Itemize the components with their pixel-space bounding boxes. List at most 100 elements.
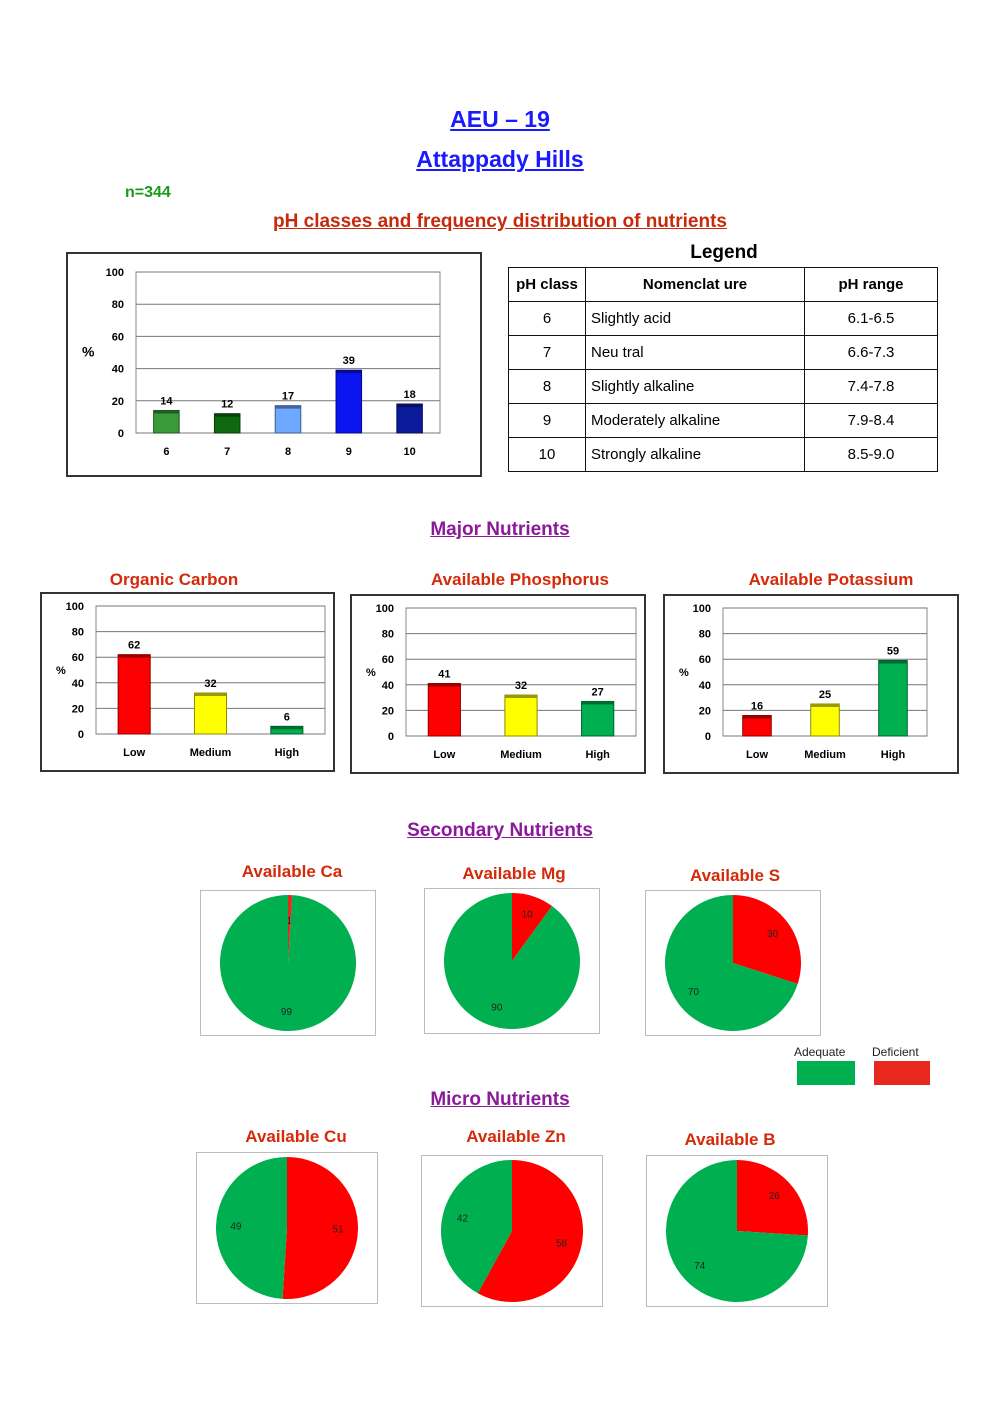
legend-ph-range: 7.9-8.4 bbox=[804, 403, 938, 438]
y-tick-label: 100 bbox=[106, 267, 124, 279]
b-pie-frame: 26 74 bbox=[646, 1155, 828, 1307]
slice-value-label: 51 bbox=[333, 1225, 345, 1236]
x-tick-label: Medium bbox=[500, 749, 542, 761]
bar bbox=[504, 694, 538, 737]
phosphorus-chart-frame: 0 20 40 60 80 100% 41 Low 32 Medium 27 High bbox=[350, 594, 646, 774]
legend-ph-class: 8 bbox=[508, 369, 586, 404]
organic-carbon-bar-chart: 0 20 40 60 80 100% 62 Low 32 Medium 6 High bbox=[56, 601, 326, 759]
chart-title-zn: Available Zn bbox=[466, 1127, 566, 1146]
data-label: 14 bbox=[160, 395, 173, 407]
y-tick-label: 40 bbox=[112, 364, 124, 376]
legend-row: 7 Neu tral 6.6-7.3 bbox=[508, 335, 938, 370]
data-label: 39 bbox=[343, 355, 355, 367]
s-pie-chart: 30 70 bbox=[665, 895, 801, 1031]
legend-ph-range: 7.4-7.8 bbox=[804, 369, 938, 404]
sample-count: n=344 bbox=[125, 184, 171, 201]
y-tick-label: 20 bbox=[112, 396, 124, 408]
slice-value-label: 58 bbox=[556, 1239, 568, 1250]
pie-slice bbox=[444, 893, 580, 1029]
slice-value-label: 49 bbox=[230, 1221, 242, 1232]
bar-top-edge bbox=[275, 405, 301, 409]
y-tick-label: 40 bbox=[382, 680, 394, 692]
legend-adequate-swatch bbox=[797, 1061, 855, 1085]
y-axis-label: % bbox=[366, 667, 376, 679]
y-tick-label: 80 bbox=[382, 629, 394, 641]
slice-value-label: 1 bbox=[287, 916, 293, 927]
y-tick-label: 0 bbox=[705, 731, 711, 743]
y-tick-label: 80 bbox=[112, 299, 124, 311]
legend-deficient-swatch bbox=[874, 1061, 930, 1085]
data-label: 16 bbox=[751, 701, 763, 713]
bar bbox=[878, 659, 908, 737]
legend-ph-class: 10 bbox=[508, 437, 586, 472]
y-axis-label: % bbox=[679, 667, 689, 679]
y-tick-label: 0 bbox=[78, 729, 84, 741]
slice-value-label: 74 bbox=[694, 1261, 706, 1272]
legend-header-ph-class: pH class bbox=[508, 267, 586, 302]
x-tick-label: High bbox=[275, 747, 300, 759]
secondary-nutrients-title: Secondary Nutrients bbox=[407, 820, 593, 841]
x-tick-label: 10 bbox=[403, 446, 415, 458]
chart-title-b: Available B bbox=[684, 1130, 776, 1149]
y-tick-label: 60 bbox=[699, 654, 711, 666]
zn-pie-chart: 58 42 bbox=[441, 1160, 583, 1302]
pie-slice bbox=[441, 1160, 512, 1294]
x-tick-label: Low bbox=[123, 747, 145, 759]
bar-top-edge bbox=[504, 695, 538, 699]
slice-value-label: 99 bbox=[281, 1007, 293, 1018]
y-tick-label: 60 bbox=[72, 652, 84, 664]
pie-slice bbox=[288, 895, 293, 963]
page-subtitle: Attappady Hills bbox=[416, 146, 584, 172]
legend-row: 6 Slightly acid 6.1-6.5 bbox=[508, 301, 938, 336]
bar bbox=[427, 683, 461, 737]
chart-title-mg: Available Mg bbox=[462, 864, 566, 883]
x-tick-label: High bbox=[585, 749, 610, 761]
chart-title-ca: Available Ca bbox=[241, 862, 343, 881]
pie-slice bbox=[216, 1157, 287, 1299]
bar-top-edge bbox=[396, 404, 423, 408]
y-tick-label: 40 bbox=[72, 678, 84, 690]
ph-class-bar-chart: 0 20 40 60 80 100% 14 6 12 7 17 8 39 9 18 10 bbox=[82, 267, 441, 458]
pie-slice bbox=[666, 1160, 808, 1302]
slice-value-label: 70 bbox=[688, 987, 700, 998]
y-tick-label: 0 bbox=[388, 731, 394, 743]
pie-slice bbox=[737, 1160, 808, 1236]
phosphorus-bar-chart: 0 20 40 60 80 100% 41 Low 32 Medium 27 High bbox=[366, 603, 637, 761]
bar bbox=[153, 409, 180, 434]
bar bbox=[274, 405, 302, 434]
x-tick-label: High bbox=[881, 749, 906, 761]
y-tick-label: 100 bbox=[66, 601, 84, 613]
data-label: 62 bbox=[128, 640, 140, 652]
bar bbox=[335, 369, 363, 434]
potassium-chart-frame: 0 20 40 60 80 100% 16 Low 25 Medium 59 High bbox=[663, 594, 959, 774]
pie-slice bbox=[282, 1157, 359, 1299]
y-tick-label: 100 bbox=[376, 603, 394, 615]
bar-top-edge bbox=[742, 715, 772, 719]
x-tick-label: Low bbox=[746, 749, 768, 761]
data-label: 12 bbox=[221, 399, 233, 411]
bar bbox=[810, 703, 840, 737]
y-tick-label: 60 bbox=[112, 331, 124, 343]
y-axis-label: % bbox=[56, 665, 66, 677]
x-tick-label: 7 bbox=[224, 446, 230, 458]
b-pie-chart: 26 74 bbox=[666, 1160, 808, 1302]
data-label: 32 bbox=[204, 678, 216, 690]
bar-top-edge bbox=[214, 413, 240, 417]
legend-nomenclature: Slightly acid bbox=[585, 301, 805, 336]
legend-header-ph-range: pH range bbox=[804, 267, 938, 302]
y-tick-label: 100 bbox=[693, 603, 711, 615]
mg-pie-frame: 10 90 bbox=[424, 888, 600, 1034]
legend-ph-class: 9 bbox=[508, 403, 586, 438]
data-label: 17 bbox=[282, 391, 294, 403]
legend-nomenclature: Slightly alkaline bbox=[585, 369, 805, 404]
chart-title-phosphorus: Available Phosphorus bbox=[431, 570, 609, 589]
pie-slice bbox=[477, 1160, 583, 1302]
data-label: 27 bbox=[592, 686, 604, 698]
data-label: 32 bbox=[515, 680, 527, 692]
potassium-bar-chart: 0 20 40 60 80 100% 16 Low 25 Medium 59 High bbox=[679, 603, 928, 761]
y-axis-label: % bbox=[82, 344, 95, 360]
organic-carbon-chart-frame: 0 20 40 60 80 100% 62 Low 32 Medium 6 High bbox=[40, 592, 335, 772]
x-tick-label: Medium bbox=[804, 749, 846, 761]
y-tick-label: 40 bbox=[699, 680, 711, 692]
legend-ph-range: 6.1-6.5 bbox=[804, 301, 938, 336]
